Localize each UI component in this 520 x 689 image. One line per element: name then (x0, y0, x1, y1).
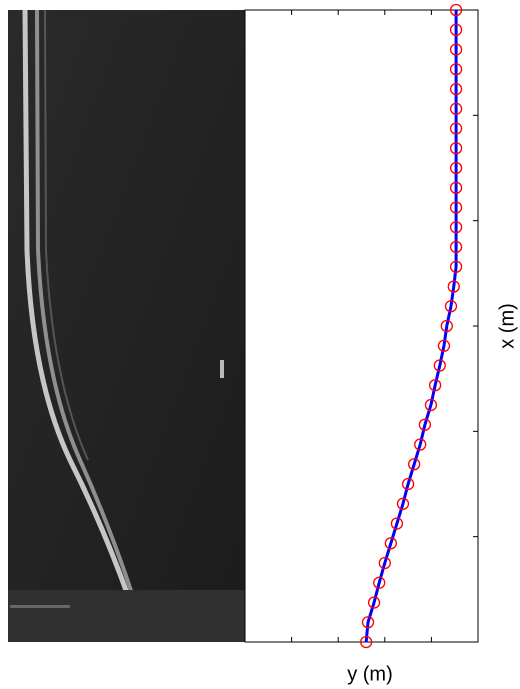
marker (384, 537, 398, 550)
marker (449, 3, 463, 17)
marker (378, 556, 391, 570)
marker (373, 576, 386, 589)
x-axis-label: y (m) (347, 663, 393, 685)
marker (437, 339, 451, 352)
marker (424, 398, 438, 412)
fit-line (364, 10, 458, 643)
marker (418, 418, 432, 431)
marker (449, 161, 463, 175)
marker (449, 240, 463, 254)
marker (449, 181, 463, 194)
marker (433, 359, 446, 372)
marker (449, 122, 463, 135)
marker (447, 280, 460, 293)
marker (428, 379, 442, 392)
marker (449, 23, 463, 36)
marker (449, 43, 463, 56)
marker (449, 63, 463, 76)
marker (449, 82, 463, 96)
marker (361, 616, 375, 629)
marker (449, 221, 463, 234)
marker (367, 596, 381, 609)
marker (440, 319, 453, 333)
photo (8, 9, 245, 642)
marker (401, 477, 415, 491)
marker (360, 635, 373, 649)
marker (449, 201, 463, 214)
marker (408, 458, 421, 471)
marker (449, 102, 463, 115)
y-axis-label: x (m) (496, 303, 518, 349)
axes-box (244, 9, 479, 643)
marker (444, 300, 458, 313)
marker (390, 517, 404, 530)
marker (396, 497, 410, 510)
marker (449, 142, 463, 155)
marker (449, 260, 463, 273)
marker (414, 438, 427, 451)
